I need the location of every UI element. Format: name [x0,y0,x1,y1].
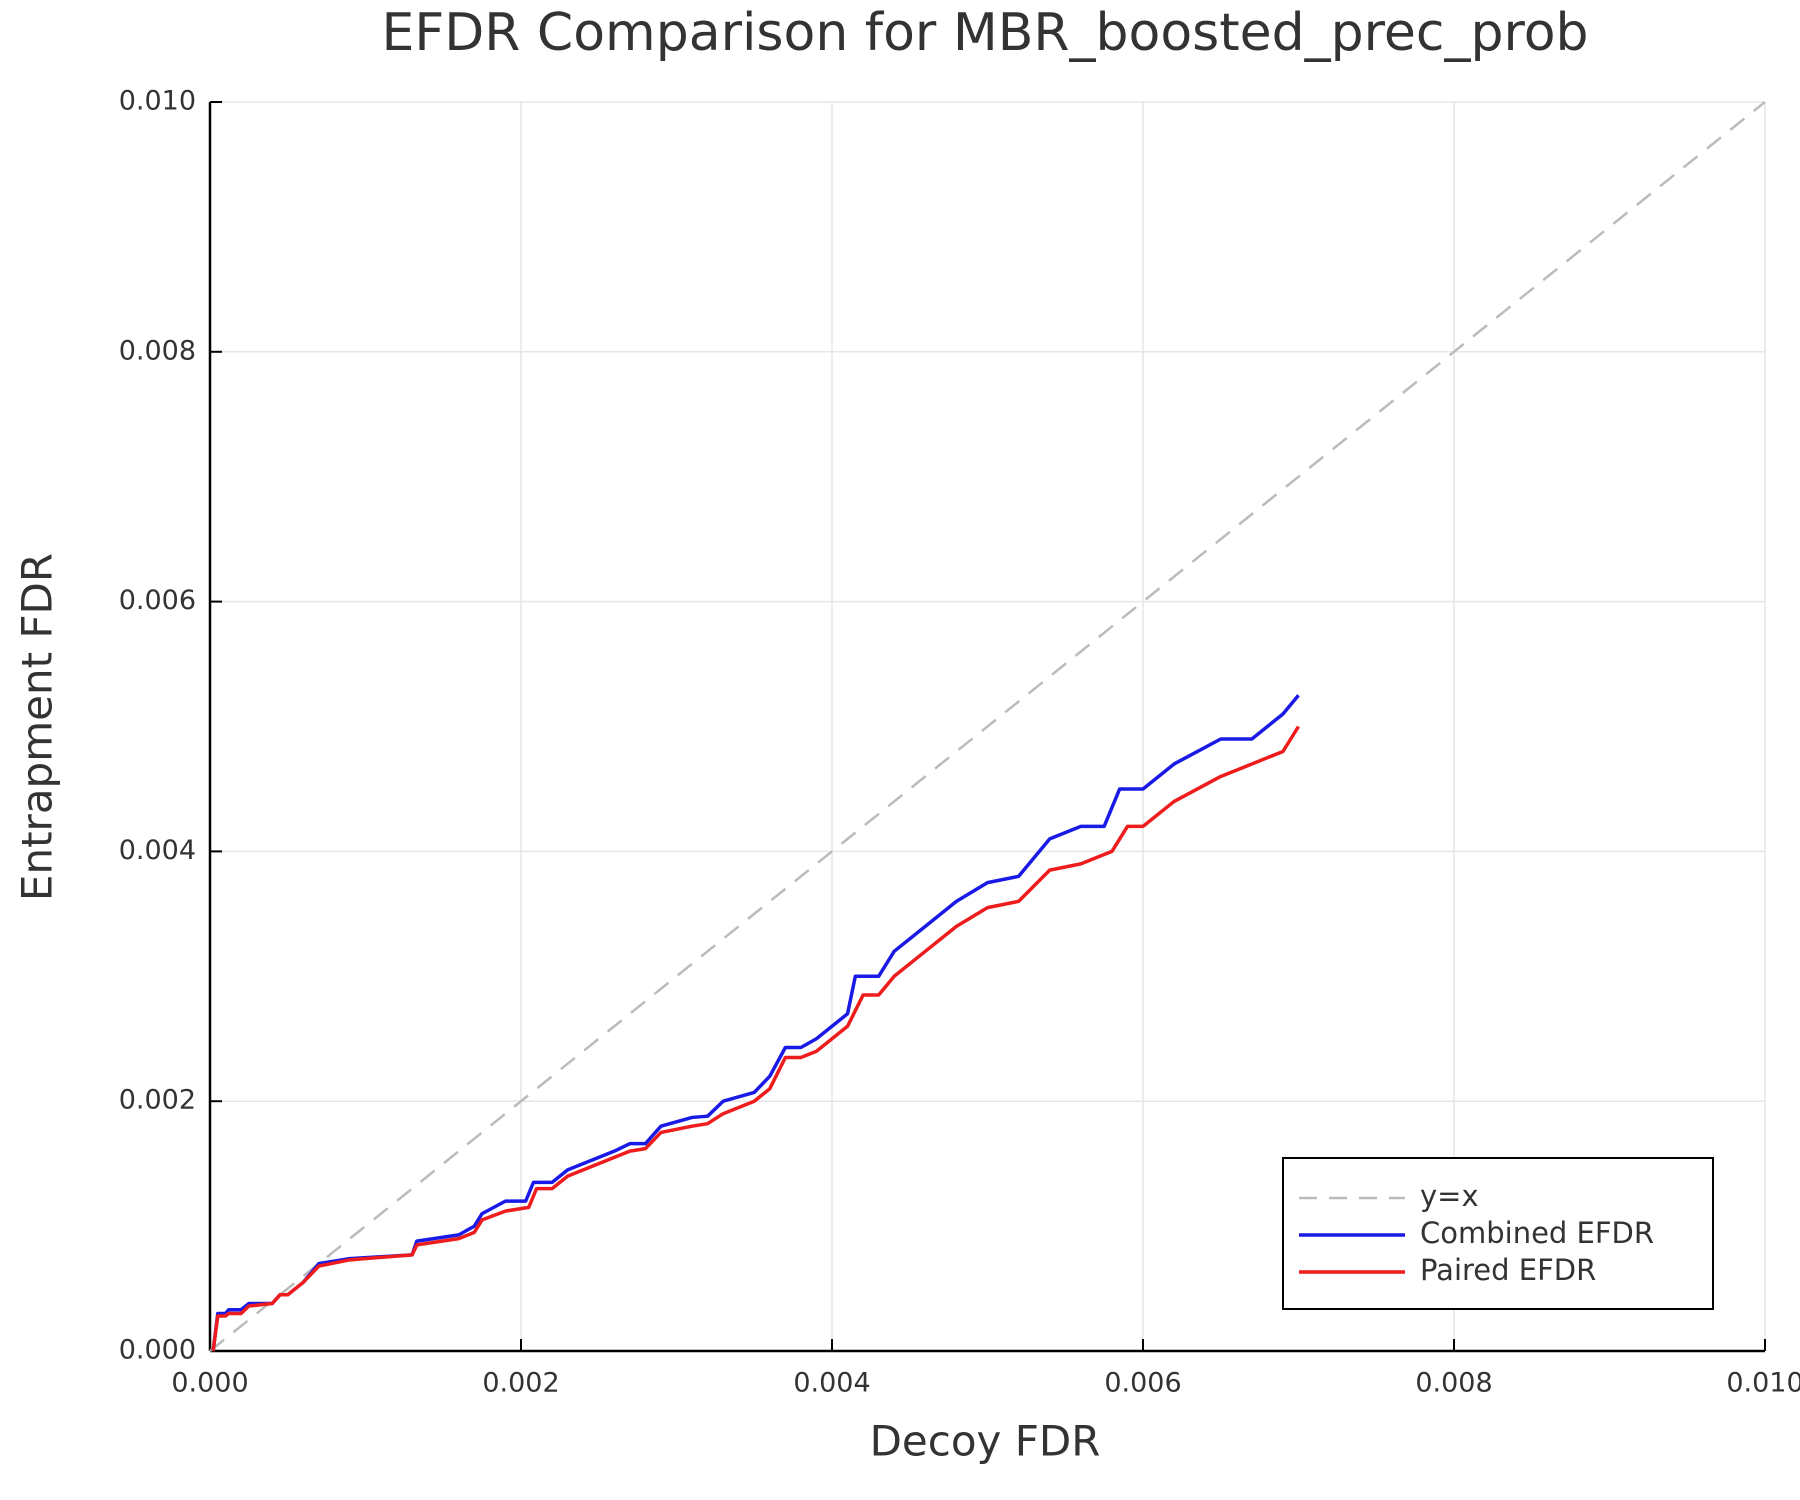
x-axis-label: Decoy FDR [870,1417,1101,1466]
series-line [211,694,1300,1352]
x-tick-label: 0.006 [1104,1368,1181,1399]
y-axis-label: Entrapment FDR [13,553,62,901]
series-line [211,725,1300,1352]
y-tick-label: 0.000 [119,1335,196,1366]
y-tick-label: 0.002 [119,1085,196,1116]
legend-label: y=x [1420,1179,1479,1213]
x-tick-label: 0.002 [482,1368,559,1399]
legend-label: Combined EFDR [1420,1216,1654,1250]
x-tick-label: 0.010 [1726,1368,1800,1399]
y-tick-label: 0.008 [119,335,196,366]
x-tick-label: 0.008 [1415,1368,1492,1399]
series-line [209,101,1766,1352]
x-tick-label: 0.004 [793,1368,870,1399]
y-tick-label: 0.006 [119,585,196,616]
chart-title: EFDR Comparison for MBR_boosted_prec_pro… [381,3,1588,63]
x-tick-label: 0.000 [171,1368,248,1399]
y-tick-label: 0.004 [119,835,196,866]
y-tick-label: 0.010 [119,86,196,117]
legend-label: Paired EFDR [1420,1253,1596,1287]
